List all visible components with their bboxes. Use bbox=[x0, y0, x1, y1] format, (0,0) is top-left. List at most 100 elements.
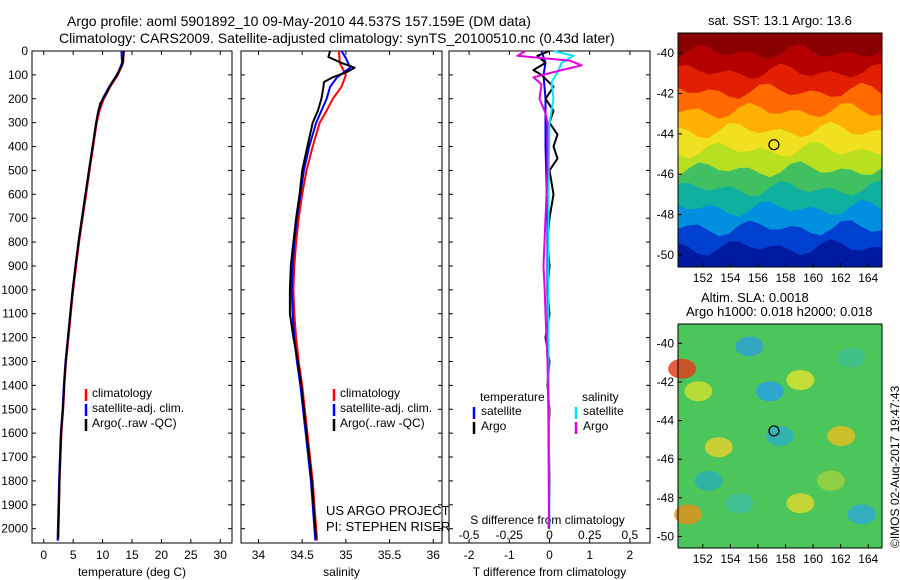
legend-label: satellite bbox=[481, 404, 522, 418]
map-lat-label: -48 bbox=[657, 491, 675, 505]
x-axis-label-difference: T difference from climatology bbox=[473, 565, 627, 579]
sst-map-title: sat. SST: 13.1 Argo: 13.6 bbox=[708, 13, 852, 28]
sla-anomaly-blob bbox=[668, 358, 697, 379]
depth-tick-label: 300 bbox=[8, 116, 28, 130]
x-tick-label: 36 bbox=[427, 548, 441, 562]
map-lon-label: 152 bbox=[693, 271, 713, 285]
depth-tick-label: 1800 bbox=[1, 474, 28, 488]
s-tick-label: -0.5 bbox=[459, 528, 480, 542]
sla-anomaly-blob bbox=[786, 493, 815, 514]
depth-tick-label: 1900 bbox=[1, 498, 28, 512]
sst-map bbox=[677, 32, 883, 268]
float-location-marker bbox=[768, 425, 780, 437]
x-axis-label-temperature: temperature (deg C) bbox=[78, 565, 186, 579]
depth-tick-label: 2000 bbox=[1, 522, 28, 536]
map-lon-label: 160 bbox=[803, 552, 823, 566]
legend-heading-temperature: temperature bbox=[480, 390, 545, 404]
series-line bbox=[288, 50, 356, 539]
x-tick-label: 35.5 bbox=[378, 548, 402, 562]
credit-pi: PI: STEPHEN RISER bbox=[326, 519, 451, 534]
map-lon-label: 158 bbox=[775, 552, 795, 566]
map-lat-label: -40 bbox=[657, 336, 675, 350]
x-tick-label: 34 bbox=[252, 548, 266, 562]
legend-heading-salinity: salinity bbox=[582, 390, 619, 404]
legend-label: climatology bbox=[92, 386, 152, 400]
sst-color-band bbox=[678, 239, 882, 267]
map-lat-label: -42 bbox=[657, 87, 675, 101]
x-tick-label: 35 bbox=[339, 548, 353, 562]
x-tick-label: 0 bbox=[40, 548, 47, 562]
s-tick-label: 0.25 bbox=[578, 528, 602, 542]
plot-frame-temperature bbox=[31, 50, 233, 544]
map-lon-label: 162 bbox=[831, 552, 851, 566]
map-lat-label: -50 bbox=[657, 529, 675, 543]
depth-tick-label: 500 bbox=[8, 163, 28, 177]
depth-tick-label: 1100 bbox=[2, 307, 28, 321]
map-lat-label: -48 bbox=[657, 208, 675, 222]
map-lon-label: 156 bbox=[748, 271, 768, 285]
legend-label: satellite-adj. clim. bbox=[340, 401, 432, 415]
map-lon-label: 152 bbox=[693, 552, 713, 566]
depth-tick-label: 1300 bbox=[1, 354, 28, 368]
sla-anomaly-blob bbox=[725, 493, 754, 514]
s-tick-label: -0.25 bbox=[496, 528, 524, 542]
x-tick-label: 1 bbox=[586, 548, 593, 562]
sla-anomaly-blob bbox=[817, 470, 845, 491]
x-tick-label: 20 bbox=[155, 548, 169, 562]
sla-anomaly-blob bbox=[827, 426, 856, 446]
credit-project: US ARGO PROJECT bbox=[326, 503, 450, 518]
map-lat-label: -44 bbox=[657, 414, 675, 428]
x-tick-label: 34.5 bbox=[290, 548, 314, 562]
s-tick-label: 0 bbox=[546, 528, 553, 542]
sla-map-title-1: Altim. SLA: 0.0018 bbox=[701, 290, 809, 305]
figure-title-line1: Argo profile: aoml 5901892_10 09-May-201… bbox=[67, 13, 531, 29]
sla-anomaly-blob bbox=[704, 437, 733, 458]
x-tick-label: 10 bbox=[96, 548, 110, 562]
x-tick-label: 25 bbox=[184, 548, 198, 562]
map-lat-label: -42 bbox=[657, 375, 675, 389]
float-location-marker bbox=[768, 139, 780, 151]
x-axis-label-salinity: salinity bbox=[323, 565, 360, 579]
sla-anomaly-blob bbox=[766, 426, 794, 446]
map-frame bbox=[677, 32, 883, 268]
x-tick-label: 30 bbox=[214, 548, 228, 562]
map-lon-label: 156 bbox=[748, 552, 768, 566]
depth-tick-label: 800 bbox=[8, 235, 28, 249]
sla-anomaly-blob bbox=[786, 370, 815, 390]
depth-tick-label: 700 bbox=[8, 211, 28, 225]
map-lat-label: -50 bbox=[657, 248, 675, 262]
depth-tick-label: 900 bbox=[8, 259, 28, 273]
series-line bbox=[516, 50, 583, 529]
depth-tick-label: 100 bbox=[8, 68, 28, 82]
x-tick-label: 0 bbox=[546, 548, 553, 562]
depth-tick-label: 400 bbox=[8, 140, 28, 154]
plot-frame-salinity bbox=[240, 50, 443, 544]
sla-anomaly-blob bbox=[674, 504, 703, 525]
legend-label: satellite-adj. clim. bbox=[92, 401, 184, 415]
sla-anomaly-blob bbox=[847, 504, 876, 525]
legend-label: Argo bbox=[481, 419, 507, 433]
sla-anomaly-blob bbox=[684, 381, 713, 402]
x-tick-label: -2 bbox=[464, 548, 475, 562]
depth-tick-label: 200 bbox=[8, 92, 28, 106]
map-lon-label: 154 bbox=[720, 552, 740, 566]
map-frame bbox=[677, 323, 883, 549]
s-tick-label: 0.5 bbox=[622, 528, 639, 542]
depth-tick-label: 1400 bbox=[1, 378, 28, 392]
x-tick-label: 15 bbox=[125, 548, 139, 562]
sla-anomaly-blob bbox=[755, 381, 784, 402]
depth-tick-label: 600 bbox=[8, 187, 28, 201]
map-lon-label: 160 bbox=[803, 271, 823, 285]
map-lon-label: 164 bbox=[858, 271, 878, 285]
depth-tick-label: 1000 bbox=[1, 283, 28, 297]
legend-label: Argo bbox=[583, 419, 609, 433]
sla-map-title-2: Argo h1000: 0.018 h2000: 0.018 bbox=[686, 304, 873, 319]
map-lon-label: 158 bbox=[775, 271, 795, 285]
sla-map bbox=[668, 323, 883, 549]
x-tick-label: 2 bbox=[627, 548, 634, 562]
figure-title-line2: Climatology: CARS2009. Satellite-adjuste… bbox=[59, 30, 615, 46]
legend-label: climatology bbox=[340, 386, 400, 400]
depth-tick-label: 1200 bbox=[1, 331, 28, 345]
